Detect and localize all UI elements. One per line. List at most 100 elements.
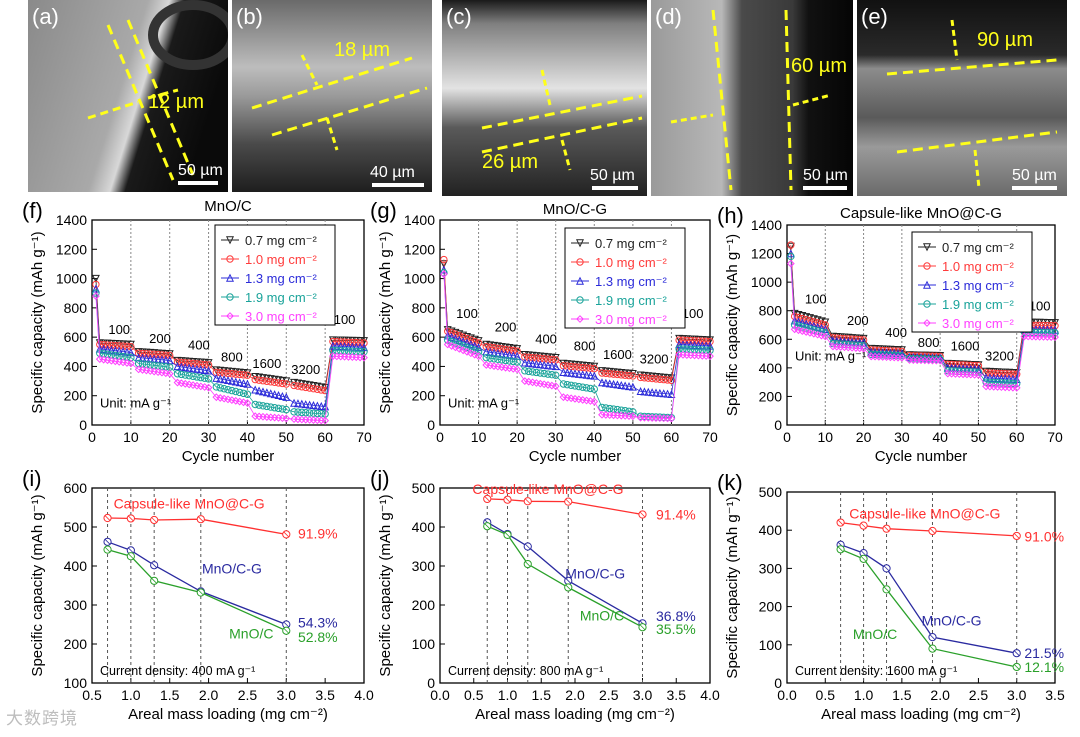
x-tick-label: 1.0 xyxy=(121,687,141,703)
rate-label: 400 xyxy=(885,325,907,340)
data-point xyxy=(267,378,275,386)
legend-box xyxy=(214,224,336,326)
x-tick-label: 40 xyxy=(586,429,602,445)
data-point xyxy=(266,389,275,398)
data-point xyxy=(142,350,151,358)
series-label: Capsule-like MnO@C-G xyxy=(114,495,265,511)
data-point xyxy=(235,370,244,379)
data-point xyxy=(524,358,533,367)
data-point xyxy=(181,359,189,367)
data-point xyxy=(567,381,575,389)
data-point xyxy=(586,384,595,393)
series-line xyxy=(790,263,1055,389)
series-label: MnO/C xyxy=(580,608,624,624)
data-point xyxy=(982,369,990,377)
data-point xyxy=(344,342,353,351)
data-point xyxy=(675,340,684,349)
data-point xyxy=(629,408,637,416)
data-point xyxy=(220,385,228,393)
data-point xyxy=(204,383,213,392)
data-point xyxy=(810,318,818,326)
data-point xyxy=(333,338,341,346)
data-point-mark xyxy=(1013,650,1020,656)
sem-scale-e: 50 µm xyxy=(1012,167,1057,184)
data-point xyxy=(702,336,711,345)
data-point xyxy=(667,376,676,385)
data-point xyxy=(678,335,688,344)
data-point xyxy=(1035,321,1044,330)
data-point xyxy=(493,349,502,358)
y-tick-label: 1200 xyxy=(404,241,435,257)
data-point xyxy=(126,348,135,357)
x-tick-label: 3.0 xyxy=(633,687,653,703)
y-axis-label: Specific capacity (mAh g⁻¹) xyxy=(29,494,46,676)
data-point-mark xyxy=(198,589,204,596)
data-point xyxy=(663,413,672,422)
data-point xyxy=(255,386,264,395)
series-label: MnO/C-G xyxy=(922,613,982,629)
legend-entry: 1.9 mg cm⁻² xyxy=(595,293,668,308)
data-point xyxy=(212,383,221,391)
data-point xyxy=(821,321,829,329)
data-point xyxy=(200,374,209,382)
data-point xyxy=(993,374,1002,383)
data-point xyxy=(986,369,994,377)
data-point xyxy=(243,379,252,388)
data-point xyxy=(932,355,941,363)
x-tick-label: 0.5 xyxy=(816,687,836,703)
data-point xyxy=(644,387,653,396)
y-tick-label: 600 xyxy=(759,331,783,347)
data-point xyxy=(513,358,521,366)
data-point xyxy=(348,342,357,351)
data-point xyxy=(794,313,803,322)
data-point xyxy=(111,346,120,355)
y-tick-label: 0 xyxy=(79,417,87,433)
series-label: MnO/C-G xyxy=(202,560,262,576)
data-point xyxy=(486,348,495,357)
sem-label-c: (c) xyxy=(446,4,472,29)
data-point-mark xyxy=(283,621,290,628)
x-tick-label: 40 xyxy=(240,429,256,445)
y-tick-label: 800 xyxy=(759,303,783,319)
data-point xyxy=(621,381,630,390)
x-tick-label: 2.5 xyxy=(238,687,258,703)
series-label: MnO/C xyxy=(229,626,273,642)
data-point-mark xyxy=(104,515,111,521)
data-point xyxy=(1039,328,1048,337)
data-point xyxy=(575,382,583,391)
y-tick-label: 400 xyxy=(759,522,783,538)
data-point xyxy=(235,378,244,387)
data-point xyxy=(579,383,587,391)
data-point xyxy=(494,344,502,353)
y-tick-label: 1200 xyxy=(751,246,782,262)
data-point xyxy=(1043,321,1052,330)
data-point xyxy=(150,350,158,359)
y-axis-label: Specific capacity (mAh g⁻¹) xyxy=(377,494,394,676)
data-point xyxy=(859,344,868,353)
series-label: MnO/C-G xyxy=(565,565,625,581)
data-point xyxy=(251,400,259,409)
data-point-mark xyxy=(929,645,936,652)
data-point xyxy=(482,342,490,351)
data-point xyxy=(648,413,656,421)
data-point xyxy=(656,413,664,421)
data-point xyxy=(1008,374,1017,383)
data-point-mark xyxy=(128,553,134,560)
series-i-1: MnO/C-G 54.3% xyxy=(103,537,338,631)
data-point-mark xyxy=(151,517,157,523)
legend-entry: 1.3 mg cm⁻² xyxy=(595,274,668,289)
data-point xyxy=(451,343,460,352)
data-point xyxy=(463,347,471,356)
data-point xyxy=(916,351,926,360)
y-tick-label: 300 xyxy=(64,597,88,613)
data-point xyxy=(520,358,529,367)
data-point xyxy=(103,345,112,354)
x-tick-label: 20 xyxy=(509,429,525,445)
y-tick-label: 0 xyxy=(427,675,435,691)
sem-thickness-d: 60 µm xyxy=(791,55,847,77)
plot-frame xyxy=(91,219,365,426)
x-tick-label: 20 xyxy=(856,429,872,445)
data-point xyxy=(328,341,337,350)
legend-box xyxy=(911,231,1033,333)
data-point xyxy=(309,384,318,393)
